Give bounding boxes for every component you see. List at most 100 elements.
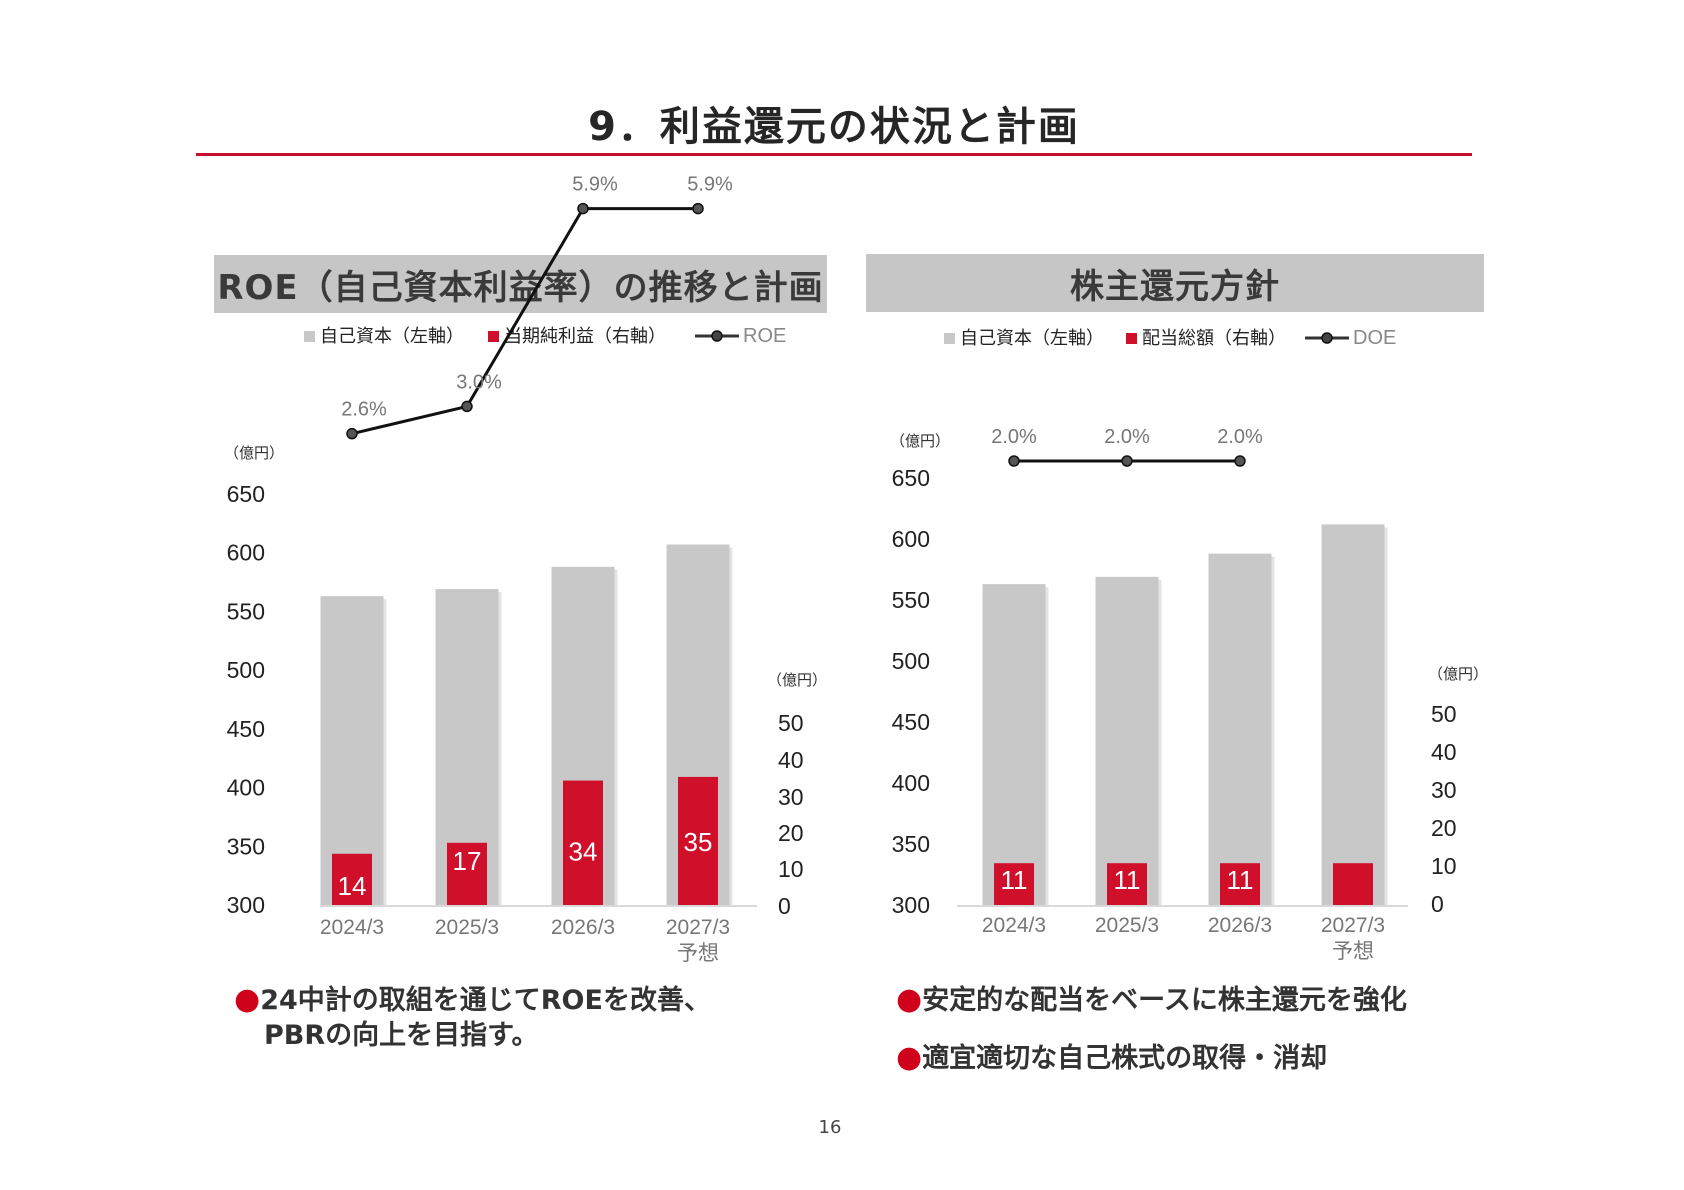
- return-red-bar-label: 11: [1227, 865, 1254, 895]
- roe-red-bar: [447, 842, 487, 905]
- roe-right-tick-label: 0: [778, 893, 791, 919]
- return-line-label: 2.0%: [991, 426, 1037, 448]
- return-right-tick-label: 40: [1431, 739, 1457, 765]
- return-left-tick-label: 650: [892, 465, 930, 491]
- roe-red-bar-label: 14: [338, 871, 367, 901]
- roe-left-axis-unit: （億円）: [224, 445, 284, 462]
- roe-right-tick-label: 20: [778, 820, 804, 846]
- return-red-bar: [1107, 863, 1147, 905]
- page-number: 16: [818, 1117, 842, 1138]
- return-left-axis-unit: （億円）: [890, 433, 950, 450]
- return-right-axis-unit: （億円）: [1428, 666, 1488, 683]
- return-legend-red-swatch: [1126, 333, 1137, 344]
- roe-red-bar: [332, 853, 372, 905]
- roe-legend-red-swatch: [488, 331, 499, 342]
- return-legend-equity-swatch: [944, 333, 955, 344]
- return-bullet-1: ●安定的な配当をベースに株主還元を強化: [896, 982, 1407, 1019]
- roe-equity-bar: [320, 596, 384, 905]
- roe-line-point: [346, 427, 358, 440]
- roe-red-bar-label: 17: [453, 846, 482, 876]
- roe-bullet-1: ●24中計の取組を通じてROEを改善、: [234, 982, 711, 1019]
- roe-line-point: [577, 202, 589, 215]
- return-x-tick-label: 2025/3: [1095, 914, 1159, 937]
- return-legend-red-label: 配当総額（右軸）: [1142, 328, 1286, 348]
- return-right-tick-label: 0: [1431, 891, 1444, 917]
- return-red-bar: [1220, 863, 1260, 905]
- return-left-tick-label: 450: [892, 709, 930, 735]
- return-x-tick-label: 予想: [1332, 940, 1374, 963]
- roe-right-tick-label: 40: [778, 747, 804, 773]
- return-left-tick-label: 400: [892, 770, 930, 796]
- roe-left-tick-label: 600: [227, 540, 265, 566]
- roe-x-tick-label: 2026/3: [551, 916, 615, 939]
- return-line-point: [1234, 455, 1246, 467]
- return-bullet-2: ●適宜適切な自己株式の取得・消却: [896, 1040, 1327, 1077]
- roe-line-point: [461, 400, 473, 413]
- roe-line-label: 2.6%: [341, 399, 387, 421]
- roe-x-tick-label: 2024/3: [320, 916, 384, 939]
- return-legend-line-label: DOE: [1353, 327, 1396, 349]
- return-left-tick-label: 600: [892, 526, 930, 552]
- roe-left-tick-label: 650: [227, 481, 265, 507]
- bullet-dot-icon: ●: [896, 982, 923, 1017]
- roe-legend-equity-label: 自己資本（左軸）: [320, 326, 464, 346]
- roe-bullet-1-text: 24中計の取組を通じてROEを改善、: [260, 985, 711, 1016]
- roe-right-tick-label: 50: [778, 710, 804, 736]
- roe-line-point: [692, 202, 704, 215]
- return-red-bar-label: 11: [1001, 865, 1028, 895]
- page-title: 9．利益還元の状況と計画: [588, 104, 1080, 150]
- roe-line-label: 5.9%: [687, 174, 733, 196]
- return-right-tick-label: 20: [1431, 815, 1457, 841]
- roe-red-bar: [563, 780, 603, 905]
- roe-legend-red-label: 当期純利益（右軸）: [504, 326, 666, 346]
- return-x-tick-label: 2027/3: [1321, 914, 1385, 937]
- shareholder-return-panel-header: 株主還元方針: [866, 254, 1484, 312]
- return-legend-equity-label: 自己資本（左軸）: [960, 328, 1104, 348]
- return-right-tick-label: 10: [1431, 853, 1457, 879]
- roe-x-tick-label: 2027/3: [666, 916, 730, 939]
- roe-right-axis-unit: （億円）: [767, 672, 827, 689]
- roe-left-tick-label: 500: [227, 657, 265, 683]
- roe-red-bar: [678, 776, 718, 905]
- roe-x-tick-label: 2025/3: [435, 916, 499, 939]
- roe-right-tick-label: 10: [778, 856, 804, 882]
- roe-bullet-2-text: PBRの向上を目指す。: [264, 1020, 539, 1051]
- return-red-bar-label: 11: [1114, 865, 1141, 895]
- return-equity-bar: [982, 584, 1046, 905]
- return-red-bar: [1333, 863, 1373, 905]
- return-right-tick-label: 50: [1431, 701, 1457, 727]
- roe-line-label: 5.9%: [572, 174, 618, 196]
- return-line-label: 2.0%: [1104, 426, 1150, 448]
- roe-left-tick-label: 300: [227, 892, 265, 918]
- roe-left-tick-label: 450: [227, 716, 265, 742]
- return-line-point: [1008, 455, 1020, 467]
- return-bullet-2-text: 適宜適切な自己株式の取得・消却: [922, 1043, 1328, 1074]
- return-equity-bar: [1095, 576, 1159, 905]
- roe-left-tick-label: 400: [227, 775, 265, 801]
- return-right-tick-label: 30: [1431, 777, 1457, 803]
- bullet-dot-icon: ●: [896, 1040, 923, 1075]
- roe-line-label: 3.0%: [456, 371, 502, 393]
- roe-panel-header: ROE（自己資本利益率）の推移と計画: [214, 255, 827, 313]
- roe-x-tick-label: 予想: [677, 942, 719, 965]
- roe-bullet-2: PBRの向上を目指す。: [264, 1018, 538, 1054]
- bullet-dot-icon: ●: [234, 982, 261, 1017]
- roe-left-tick-label: 350: [227, 833, 265, 859]
- roe-red-bar-label: 34: [569, 837, 598, 867]
- return-red-bar: [994, 863, 1034, 905]
- roe-left-tick-label: 550: [227, 598, 265, 624]
- roe-legend-equity-swatch: [304, 331, 315, 342]
- return-bullet-1-text: 安定的な配当をベースに株主還元を強化: [922, 985, 1407, 1016]
- return-equity-bar: [1321, 524, 1385, 905]
- return-line-point: [1121, 455, 1133, 467]
- return-equity-bar: [1208, 553, 1272, 905]
- return-left-tick-label: 500: [892, 648, 930, 674]
- roe-legend-line-marker: [711, 330, 723, 342]
- roe-red-bar-label: 35: [684, 827, 713, 857]
- roe-legend-line-label: ROE: [743, 325, 786, 347]
- roe-right-tick-label: 30: [778, 784, 804, 810]
- return-x-tick-label: 2026/3: [1208, 914, 1272, 937]
- return-left-tick-label: 300: [892, 892, 930, 918]
- return-left-tick-label: 350: [892, 831, 930, 857]
- return-legend-line-marker: [1321, 332, 1333, 344]
